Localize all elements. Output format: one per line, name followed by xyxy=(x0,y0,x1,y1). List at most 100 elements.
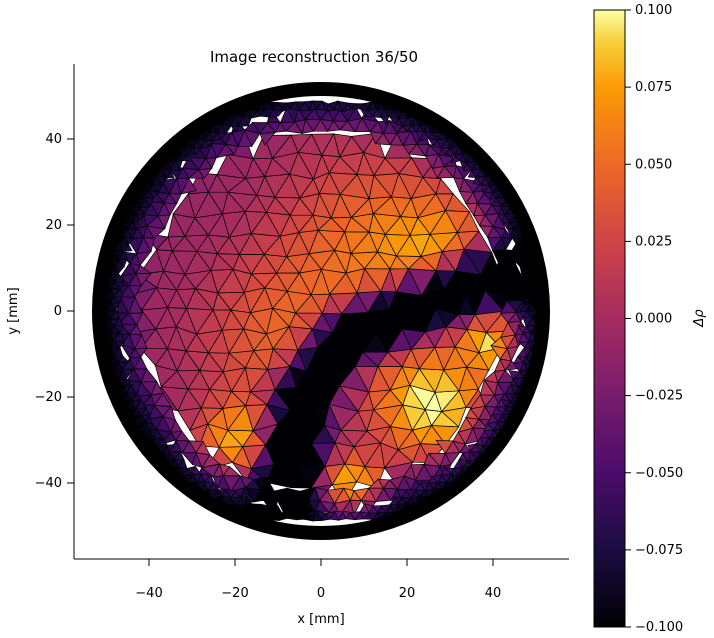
domain-boundary xyxy=(92,82,550,540)
mesh-cell xyxy=(467,443,478,452)
mesh-cell xyxy=(337,100,349,113)
mesh-cell xyxy=(420,481,430,492)
mesh-cell xyxy=(268,101,279,110)
mesh-cell xyxy=(188,440,204,454)
mesh-cell xyxy=(334,510,344,522)
mesh-cell xyxy=(289,512,301,521)
mesh-cell xyxy=(277,102,287,113)
x-tick-label: 40 xyxy=(485,586,502,601)
mesh-cell xyxy=(251,503,262,514)
colorbar-tick-label: −0.050 xyxy=(635,466,683,481)
mesh-cell xyxy=(350,132,377,154)
mesh-cell xyxy=(225,488,236,499)
x-tick-label: 0 xyxy=(317,586,325,601)
mesh-cell xyxy=(516,325,527,334)
mesh-cell xyxy=(431,474,442,484)
mesh-cell xyxy=(405,488,416,499)
x-tick-label: 20 xyxy=(399,586,416,601)
mesh-cell xyxy=(121,368,134,380)
mesh-cell xyxy=(364,503,374,515)
mesh-cell xyxy=(186,465,196,476)
x-tick-label: −20 xyxy=(221,586,248,601)
mesh-cell xyxy=(349,511,361,521)
colorbar-tick-label: −0.025 xyxy=(635,389,683,404)
colorbar-label: Δρ xyxy=(692,309,707,328)
mesh-cell xyxy=(299,511,308,521)
mesh-cell xyxy=(435,439,454,454)
mesh-cell xyxy=(200,473,212,483)
mesh-cell xyxy=(299,486,316,502)
mesh-cell xyxy=(315,509,327,522)
mesh-cell xyxy=(304,100,313,112)
colorbar-tick-label: 0.075 xyxy=(635,80,672,95)
mesh-cell xyxy=(290,133,313,153)
reconstruction-disc xyxy=(105,100,537,522)
mesh-cell xyxy=(168,450,181,460)
mesh-cell xyxy=(347,102,357,110)
mesh-cell xyxy=(461,450,471,463)
mesh-cell xyxy=(218,463,231,477)
mesh-cell xyxy=(324,510,336,520)
mesh-cell xyxy=(272,504,283,515)
colorbar-tick-label: −0.075 xyxy=(635,543,683,558)
colorbar-scale xyxy=(593,9,626,628)
mesh-cell xyxy=(239,496,248,506)
mesh-cell xyxy=(372,505,382,514)
y-tick-label: 0 xyxy=(54,304,62,319)
mesh-cell xyxy=(311,133,335,156)
y-tick-label: 40 xyxy=(45,132,62,147)
x-tick-label: −40 xyxy=(135,586,162,601)
mesh-cell xyxy=(251,122,268,135)
mesh-cell xyxy=(380,504,391,514)
mesh-cell xyxy=(394,496,403,506)
y-tick-label: 20 xyxy=(45,218,62,233)
mesh-cell xyxy=(314,486,328,502)
mesh-cell xyxy=(342,510,351,520)
chart-title: Image reconstruction 36/50 xyxy=(210,48,418,66)
colorbar-tick-label: 0.000 xyxy=(635,312,672,327)
colorbar-tick-label: 0.100 xyxy=(635,3,672,18)
mesh-cell xyxy=(306,510,318,522)
y-axis-label: y [mm] xyxy=(6,287,21,334)
y-tick-label: −20 xyxy=(35,390,62,405)
mesh-cell xyxy=(166,444,176,454)
mesh-cells xyxy=(105,100,537,522)
mesh-cell xyxy=(161,178,178,195)
mesh-cell xyxy=(253,476,267,491)
plot-area xyxy=(92,82,550,540)
colorbar-tick-label: −0.100 xyxy=(635,620,683,635)
x-axis-label: x [mm] xyxy=(297,612,344,627)
mesh-cell xyxy=(311,100,323,110)
axes: −40 −20 0 20 40 40 20 0 −20 −40 x [mm] y [mm] xyxy=(6,64,569,627)
mesh-cell xyxy=(285,101,297,110)
mesh-cell xyxy=(443,467,455,475)
mesh-cell xyxy=(508,370,521,380)
mesh-cell xyxy=(388,475,405,490)
y-ticks: 40 20 0 −20 −40 xyxy=(35,132,74,491)
mesh-cell xyxy=(260,503,270,513)
mesh-cell xyxy=(327,100,339,111)
mesh-cell xyxy=(321,100,329,112)
mesh-cell xyxy=(239,475,255,489)
mesh-cell xyxy=(355,103,365,110)
colorbar-ticks: 0.100 0.075 0.050 0.025 0.000 −0.025 −0.050 −0.… xyxy=(625,3,683,635)
colorbar: 0.100 0.075 0.050 0.025 0.000 −0.025 −0.050 −0.… xyxy=(593,3,707,635)
colorbar-tick-label: 0.050 xyxy=(635,157,672,172)
mesh-cell xyxy=(263,134,292,159)
mesh-cell xyxy=(377,478,391,489)
mesh-cell xyxy=(218,488,227,497)
mesh-cell xyxy=(353,487,370,502)
mesh-cell xyxy=(363,101,373,112)
x-ticks: −40 −20 0 20 40 xyxy=(135,559,501,601)
y-tick-label: −40 xyxy=(35,476,62,491)
mesh-cell xyxy=(410,464,425,482)
mesh-cell xyxy=(333,133,352,158)
mesh-cell xyxy=(294,101,306,112)
mesh-cell xyxy=(326,487,345,504)
colorbar-tick-label: 0.025 xyxy=(635,234,672,249)
mesh-cell xyxy=(281,503,291,514)
mesh-cell xyxy=(286,487,301,505)
mesh-cell xyxy=(343,487,355,501)
mesh-cell xyxy=(427,452,446,468)
